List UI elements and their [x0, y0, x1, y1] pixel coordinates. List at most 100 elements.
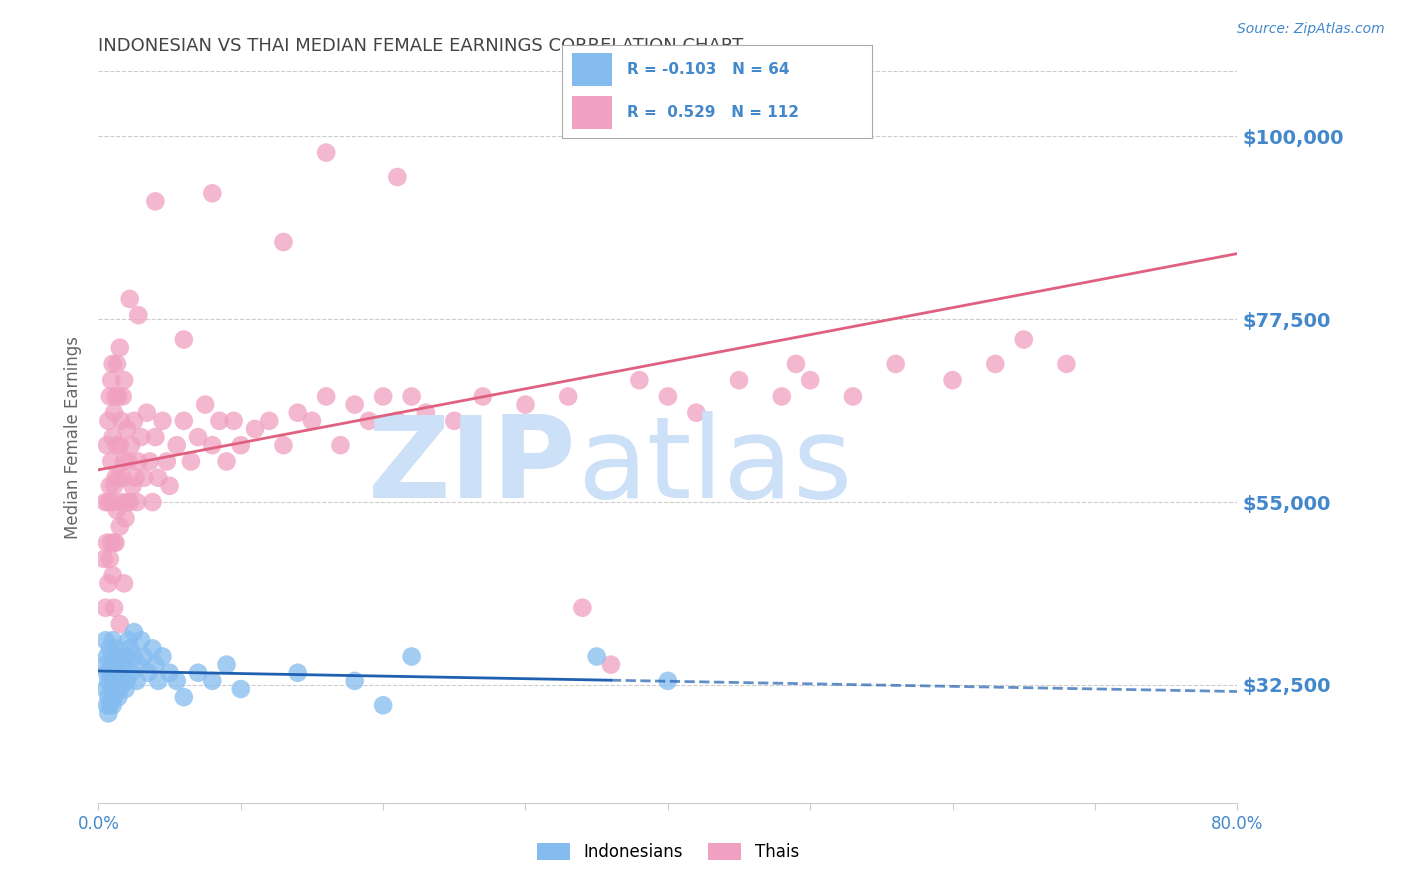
Point — [127, 657, 149, 672]
Point — [166, 673, 188, 688]
Point — [100, 373, 122, 387]
Point — [101, 568, 124, 582]
Point — [152, 414, 174, 428]
Point — [110, 673, 132, 688]
Point — [103, 657, 125, 672]
Point — [145, 430, 167, 444]
Point — [108, 341, 131, 355]
Text: ZIP: ZIP — [368, 411, 576, 522]
Point — [173, 414, 195, 428]
Point — [215, 657, 238, 672]
Point — [628, 373, 651, 387]
Point — [122, 649, 145, 664]
Point — [357, 414, 380, 428]
Point — [110, 495, 132, 509]
Point — [100, 681, 122, 696]
Point — [98, 665, 121, 680]
Point — [98, 479, 121, 493]
Legend: Indonesians, Thais: Indonesians, Thais — [530, 836, 806, 868]
Point — [557, 389, 579, 403]
Point — [685, 406, 707, 420]
Point — [105, 657, 128, 672]
Point — [98, 552, 121, 566]
Point — [201, 186, 224, 201]
Point — [122, 414, 145, 428]
Point — [96, 535, 118, 549]
Point — [984, 357, 1007, 371]
Point — [108, 438, 131, 452]
Point — [571, 600, 593, 615]
Text: Source: ZipAtlas.com: Source: ZipAtlas.com — [1237, 22, 1385, 37]
Point — [135, 406, 157, 420]
Point — [97, 706, 120, 721]
Point — [104, 535, 127, 549]
Point — [94, 495, 117, 509]
Bar — [572, 53, 612, 86]
Point — [107, 471, 129, 485]
Point — [101, 495, 124, 509]
Point — [107, 649, 129, 664]
Point — [222, 414, 245, 428]
Point — [118, 495, 141, 509]
Point — [98, 389, 121, 403]
Point — [107, 389, 129, 403]
Point — [315, 145, 337, 160]
Point — [600, 657, 623, 672]
Point — [471, 389, 494, 403]
Point — [120, 665, 142, 680]
Point — [94, 681, 117, 696]
Point — [111, 389, 134, 403]
Point — [112, 665, 135, 680]
Point — [112, 454, 135, 468]
Point — [101, 698, 124, 713]
Point — [373, 698, 395, 713]
Point — [259, 414, 281, 428]
Point — [101, 633, 124, 648]
Point — [1012, 333, 1035, 347]
Point — [108, 665, 131, 680]
Point — [229, 681, 252, 696]
Point — [96, 649, 118, 664]
Point — [129, 430, 152, 444]
Point — [287, 665, 309, 680]
Point — [180, 454, 202, 468]
Point — [127, 308, 149, 322]
Text: R = -0.103   N = 64: R = -0.103 N = 64 — [627, 62, 790, 77]
Point — [942, 373, 965, 387]
Point — [108, 617, 131, 632]
Point — [103, 479, 125, 493]
Point — [329, 438, 352, 452]
Point — [101, 357, 124, 371]
Point — [97, 495, 120, 509]
Point — [287, 406, 309, 420]
Point — [97, 690, 120, 705]
Point — [148, 471, 170, 485]
Point — [104, 641, 127, 656]
Point — [387, 414, 409, 428]
Point — [132, 649, 155, 664]
Point — [120, 438, 142, 452]
Point — [115, 649, 138, 664]
Point — [1056, 357, 1078, 371]
Point — [104, 665, 127, 680]
Point — [156, 454, 179, 468]
Point — [145, 194, 167, 209]
Point — [401, 649, 423, 664]
Point — [110, 649, 132, 664]
Point — [105, 503, 128, 517]
Point — [515, 398, 537, 412]
Point — [443, 414, 465, 428]
Point — [884, 357, 907, 371]
Point — [115, 673, 138, 688]
Point — [273, 438, 295, 452]
Point — [159, 479, 181, 493]
Point — [103, 535, 125, 549]
Point — [112, 373, 135, 387]
Point — [127, 454, 149, 468]
Point — [115, 495, 138, 509]
Point — [229, 438, 252, 452]
Point — [124, 471, 146, 485]
Point — [141, 495, 163, 509]
Point — [136, 665, 159, 680]
Point — [108, 681, 131, 696]
